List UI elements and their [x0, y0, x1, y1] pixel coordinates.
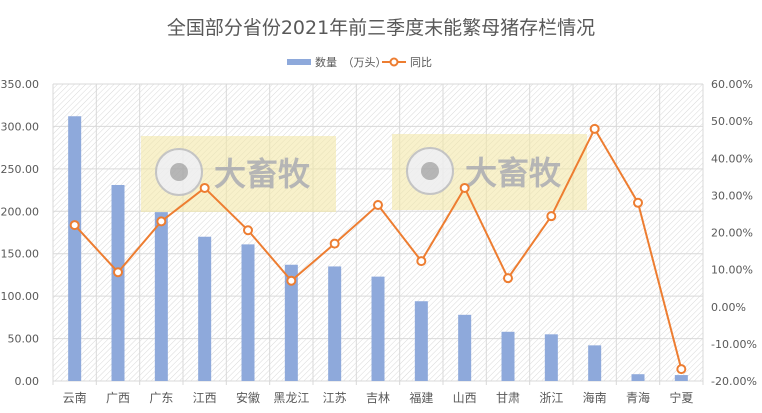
left-tick-label: 50.00	[8, 333, 40, 346]
bar-广西	[111, 184, 125, 381]
svg-text:大畜牧: 大畜牧	[465, 154, 562, 192]
yoy-point-福建	[416, 256, 427, 267]
x-tick-label: 广西	[106, 391, 130, 405]
x-tick-label: 黑龙江	[273, 391, 309, 405]
chart-title: 全国部分省份2021年前三季度末能繁母猪存栏情况	[167, 17, 595, 39]
bar-宁夏	[674, 375, 688, 381]
yoy-point-江苏	[329, 238, 340, 249]
left-tick-label: 350.00	[1, 78, 40, 91]
legend-line-label: 同比	[410, 56, 432, 69]
yoy-point-云南	[69, 220, 80, 231]
x-tick-label: 海南	[583, 390, 607, 405]
x-tick-label: 安徽	[236, 390, 260, 405]
left-tick-label: 200.00	[1, 205, 40, 218]
bar-海南	[588, 345, 602, 381]
bar-山西	[458, 314, 472, 381]
bar-广东	[154, 212, 168, 381]
bar-福建	[414, 301, 428, 381]
bar-江西	[198, 236, 212, 381]
yoy-point-浙江	[546, 211, 557, 222]
right-tick-label: 30.00%	[711, 189, 753, 202]
bar-安徽	[241, 244, 255, 381]
legend-line-marker	[389, 57, 399, 67]
bar-青海	[631, 374, 645, 381]
left-tick-label: 100.00	[1, 290, 40, 303]
x-tick-label: 宁夏	[669, 390, 693, 405]
x-tick-label: 江苏	[323, 391, 347, 405]
bar-黑龙江	[284, 264, 298, 381]
right-tick-label: 10.00%	[711, 264, 753, 277]
right-tick-label: 50.00%	[711, 115, 753, 128]
x-tick-label: 广东	[149, 391, 173, 405]
right-tick-label: 0.00%	[711, 301, 746, 314]
x-tick-label: 青海	[626, 390, 650, 405]
right-tick-label: 60.00%	[711, 78, 753, 91]
right-tick-label: -20.00%	[711, 375, 757, 388]
legend: 数量 （万头） 同比	[287, 56, 432, 69]
yoy-point-甘肃	[503, 273, 513, 284]
right-tick-label: -10.00%	[711, 338, 757, 351]
yoy-point-广东	[156, 216, 167, 227]
yoy-point-青海	[633, 197, 643, 208]
x-tick-label: 福建	[409, 390, 433, 405]
x-tick-label: 江西	[193, 391, 217, 405]
x-tick-label: 甘肃	[496, 391, 520, 405]
yoy-point-宁夏	[676, 364, 687, 375]
x-tick-label: 云南	[63, 390, 87, 405]
left-tick-label: 0.00	[15, 375, 40, 388]
watermark: 大畜牧 大畜牧	[141, 134, 587, 212]
left-tick-label: 250.00	[1, 163, 40, 176]
x-tick-label: 浙江	[539, 391, 563, 405]
bar-吉林	[371, 276, 385, 381]
yoy-point-安徽	[243, 225, 253, 236]
yoy-point-山西	[459, 182, 470, 193]
right-tick-label: 20.00%	[711, 227, 753, 240]
bar-浙江	[544, 334, 558, 381]
left-tick-label: 150.00	[1, 248, 40, 261]
x-tick-label: 吉林	[366, 391, 390, 405]
x-tick-label: 山西	[453, 391, 477, 405]
svg-text:大畜牧: 大畜牧	[214, 155, 311, 193]
right-tick-label: 40.00%	[711, 152, 753, 165]
yoy-point-海南	[589, 123, 600, 134]
yoy-point-广西	[113, 267, 123, 278]
yoy-point-江西	[199, 182, 210, 193]
legend-bar-swatch	[287, 59, 311, 65]
bar-江苏	[328, 266, 342, 381]
bar-甘肃	[501, 331, 515, 381]
bar-云南	[68, 116, 82, 381]
left-tick-label: 300.00	[1, 120, 40, 133]
yoy-point-黑龙江	[286, 275, 297, 286]
yoy-point-吉林	[373, 200, 383, 211]
legend-bar-label: 数量 （万头）	[315, 56, 387, 69]
